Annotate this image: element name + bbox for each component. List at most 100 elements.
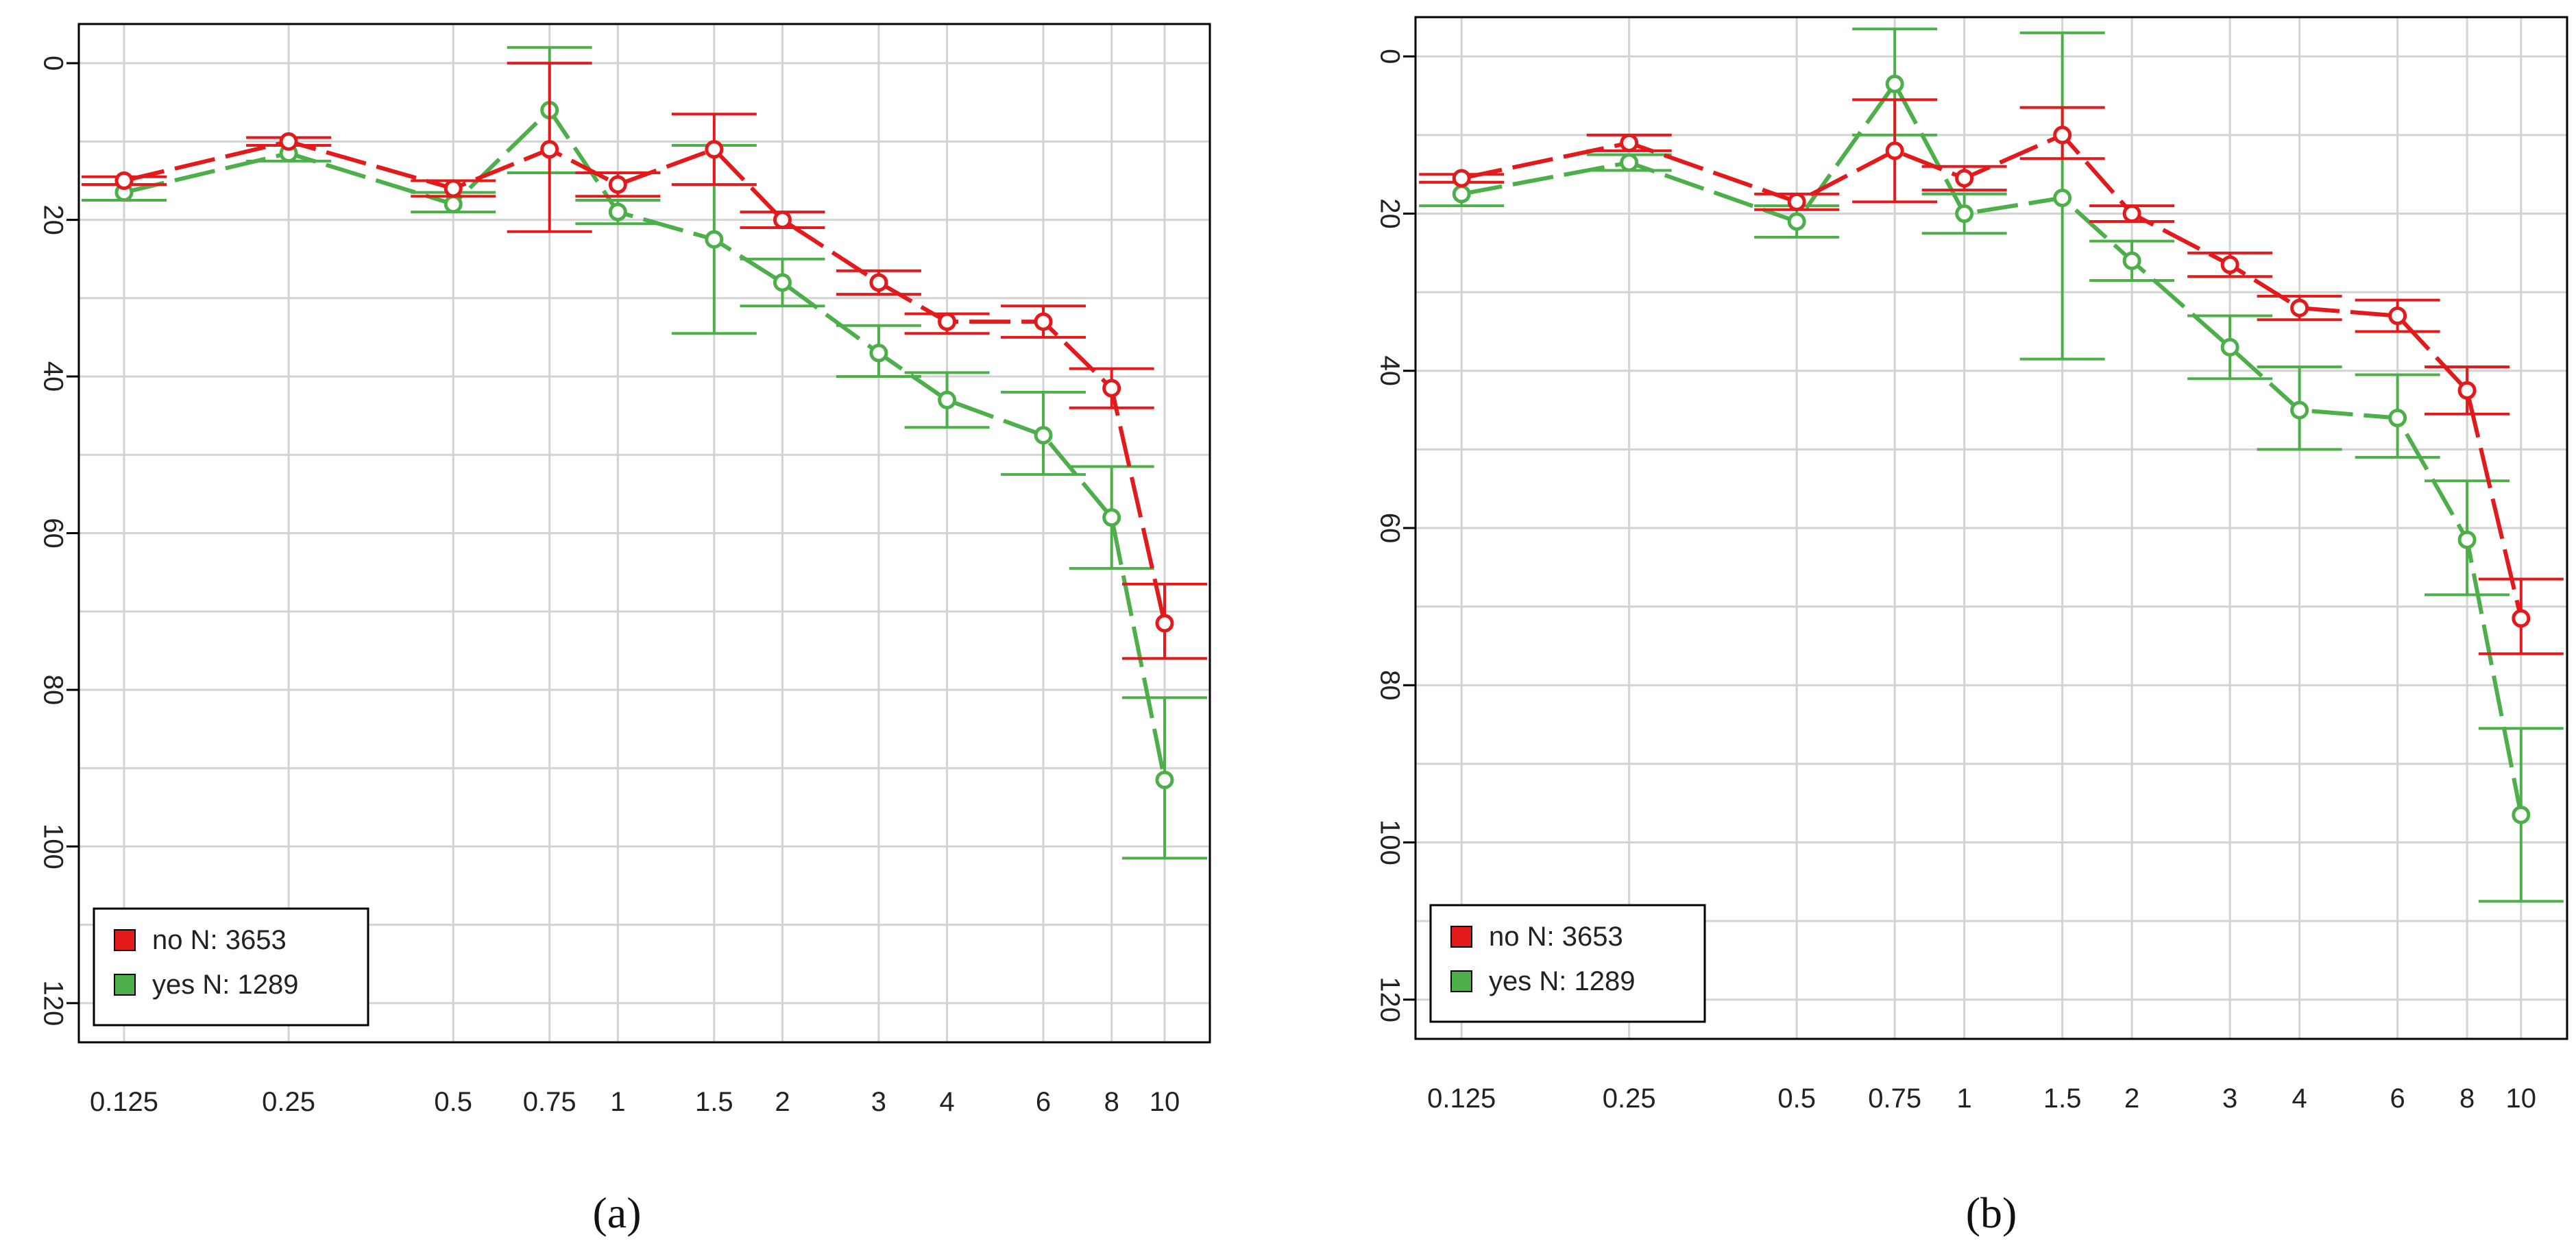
- y-tick-label: 60: [1374, 513, 1405, 544]
- y-tick-label: 0: [1374, 49, 1405, 64]
- data-point: [2457, 530, 2477, 549]
- data-point: [2388, 409, 2407, 428]
- data-point: [1885, 74, 1904, 93]
- data-point: [1620, 133, 1639, 152]
- data-point: [443, 195, 463, 214]
- series-line: [1461, 80, 2523, 815]
- y-tick-label: 20: [1374, 198, 1405, 229]
- data-point: [773, 273, 792, 292]
- panel-caption: (a): [592, 1188, 641, 1237]
- panel-caption: (b): [1966, 1188, 2017, 1237]
- data-point: [1955, 169, 1974, 188]
- data-point: [1452, 184, 1471, 204]
- x-tick-label: 2: [775, 1087, 790, 1117]
- legend-label: yes N: 1289: [152, 970, 298, 1000]
- x-tick-label: 2: [2124, 1083, 2139, 1114]
- data-point: [540, 140, 559, 159]
- y-tick-label: 100: [38, 824, 68, 870]
- data-point: [773, 211, 792, 230]
- y-tick-label: 40: [38, 361, 68, 392]
- x-tick-label: 1.5: [695, 1087, 733, 1117]
- x-tick-label: 6: [1036, 1087, 1051, 1117]
- data-point: [1155, 770, 1174, 789]
- x-tick-label: 0.5: [1777, 1083, 1816, 1114]
- data-point: [705, 230, 724, 249]
- data-point: [1034, 312, 1053, 331]
- data-point: [1885, 141, 1904, 160]
- x-tick-label: 3: [2222, 1083, 2237, 1114]
- legend-box: [1429, 904, 1706, 1023]
- data-point: [279, 132, 298, 151]
- legend-label: yes N: 1289: [1489, 966, 1635, 996]
- data-point: [1102, 508, 1121, 527]
- legend-swatch: [114, 974, 136, 996]
- series-line: [1461, 132, 2523, 619]
- x-tick-label: 10: [1150, 1087, 1180, 1117]
- data-point: [2220, 255, 2239, 274]
- data-point: [114, 171, 134, 190]
- data-point: [2122, 251, 2141, 270]
- x-tick-label: 8: [1104, 1087, 1119, 1117]
- data-point: [1452, 169, 1471, 188]
- data-point: [2290, 400, 2309, 420]
- series-line: [123, 106, 1167, 780]
- data-point: [443, 179, 463, 198]
- data-point: [869, 273, 888, 292]
- data-point: [705, 140, 724, 159]
- y-tick-label: 40: [1374, 356, 1405, 387]
- data-point: [2053, 125, 2072, 145]
- series-line: [123, 139, 1167, 624]
- x-tick-label: 0.25: [262, 1087, 315, 1117]
- data-point: [2122, 204, 2141, 224]
- x-tick-label: 6: [2390, 1083, 2405, 1114]
- x-tick-label: 4: [2292, 1083, 2307, 1114]
- x-tick-label: 4: [939, 1087, 954, 1117]
- x-tick-label: 0.75: [1868, 1083, 1921, 1114]
- data-point: [1102, 379, 1121, 398]
- y-tick-label: 60: [38, 518, 68, 549]
- data-point: [2388, 307, 2407, 326]
- y-tick-label: 20: [38, 204, 68, 235]
- legend-box: [93, 907, 369, 1027]
- data-point: [1620, 153, 1639, 172]
- x-tick-label: 0.125: [1427, 1083, 1496, 1114]
- data-point: [1787, 192, 1806, 211]
- x-tick-label: 3: [871, 1087, 886, 1117]
- y-tick-label: 80: [38, 675, 68, 706]
- data-point: [1955, 204, 1974, 224]
- data-point: [1787, 212, 1806, 231]
- legend-swatch: [1450, 970, 1472, 992]
- x-tick-label: 1: [610, 1087, 625, 1117]
- data-point: [608, 202, 627, 221]
- x-tick-label: 8: [2459, 1083, 2475, 1114]
- data-point: [938, 312, 957, 331]
- x-tick-label: 0.5: [434, 1087, 472, 1117]
- data-point: [2512, 609, 2531, 628]
- y-tick-label: 120: [38, 981, 68, 1027]
- data-point: [1034, 426, 1053, 445]
- y-tick-label: 0: [38, 56, 68, 71]
- x-tick-label: 1.5: [2043, 1083, 2082, 1114]
- chart-panel-a: 0.125 0.25 0.5 0.75 1 1.5 2 3 4 6 8 100204060801001…: [38, 23, 1211, 1237]
- data-point: [2290, 298, 2309, 317]
- data-point: [2053, 189, 2072, 208]
- data-point: [1155, 614, 1174, 633]
- y-tick-label: 120: [1374, 976, 1405, 1022]
- legend-label: no N: 3653: [152, 925, 287, 955]
- data-point: [938, 390, 957, 409]
- x-tick-label: 0.75: [523, 1087, 576, 1117]
- data-point: [2220, 337, 2239, 357]
- x-tick-label: 1: [1957, 1083, 1972, 1114]
- y-tick-label: 80: [1374, 670, 1405, 701]
- x-tick-label: 0.25: [1603, 1083, 1656, 1114]
- x-tick-label: 0.125: [90, 1087, 158, 1117]
- legend-label: no N: 3653: [1489, 922, 1623, 952]
- data-point: [2512, 805, 2531, 824]
- legend-swatch: [1450, 926, 1472, 948]
- y-tick-label: 100: [1374, 819, 1405, 865]
- data-point: [608, 175, 627, 194]
- data-point: [2457, 381, 2477, 400]
- chart-panel-b: 0.125 0.25 0.5 0.75 1 1.5 2 3 4 6 8 100204060801001…: [1374, 16, 2568, 1237]
- x-tick-label: 10: [2506, 1083, 2537, 1114]
